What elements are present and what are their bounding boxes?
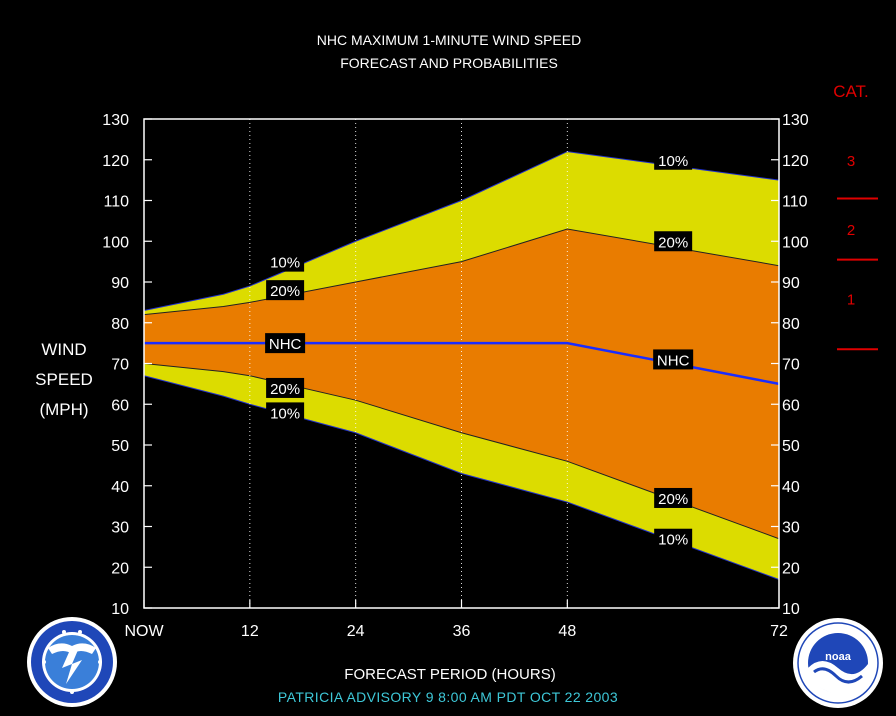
band-label-nhc: NHC [269,336,302,353]
plot-area [143,118,780,609]
y-tick-label-right: 80 [782,316,800,333]
y-tick-label-left: 90 [111,275,129,292]
band-label-10pct: 10% [270,255,300,272]
band-label-20pct: 20% [270,283,300,300]
y-axis-right: 10 20 30 40 50 60 70 80 90 100 110 120 130 [771,112,809,618]
band-label-box [266,402,305,423]
x-axis-label: FORECAST PERIOD (HOURS) [344,666,555,683]
y-tick-label-right: 20 [782,560,800,577]
band-label-20pct: 20% [658,491,688,508]
y-tick-label-left: 40 [111,479,129,496]
category-scale: 3 2 1 [837,153,878,351]
band-label-10pct: 10% [270,405,300,422]
lower-20-edge [143,363,780,540]
upper-20-edge [143,228,780,316]
x-tick-label: 72 [770,623,788,640]
y-tick-label-right: 100 [782,234,809,251]
svg-text:noaa: noaa [825,651,852,663]
advisory-line: PATRICIA ADVISORY 9 8:00 AM PDT OCT 22 2… [278,689,618,705]
y-tick-label-right: 40 [782,479,800,496]
y-tick-label-right: 50 [782,438,800,455]
y-tick-label-right: 120 [782,153,809,170]
category-2: 2 [847,222,855,239]
chart-title-line2: FORECAST AND PROBABILITIES [340,55,558,71]
lower-10-edge [143,375,780,580]
band-label-10pct: 10% [658,532,688,549]
vertical-gridlines [249,119,568,608]
y-tick-label-right: 30 [782,520,800,537]
y-axis-label-line3: (MPH) [39,400,88,419]
y-tick-label-left: 70 [111,357,129,374]
y-axis-label-line2: SPEED [35,370,93,389]
band-label-box [654,528,693,549]
chart-title-line1: NHC MAXIMUM 1-MINUTE WIND SPEED [317,32,581,48]
noaa-logo: noaa [793,618,883,708]
band-label-box [266,251,305,272]
y-tick-label-right: 130 [782,112,809,129]
y-tick-label-left: 20 [111,560,129,577]
y-tick-label-right: 90 [782,275,800,292]
band-label-box [266,280,305,301]
category-1: 1 [847,291,855,308]
y-axis-label-line1: WIND [41,340,86,359]
y-tick-label-left: 100 [102,234,129,251]
y-tick-label-right: 70 [782,357,800,374]
band-label-box [654,487,693,508]
band-label-10pct: 10% [658,153,688,170]
band-label-box [653,349,694,370]
band-labels: 10% 20% NHC 20% 10% 10% 20% NHC 20% 10% [265,149,694,549]
y-tick-label-right: 60 [782,397,800,414]
x-tick-label: NOW [124,623,164,640]
y-tick-label-left: 60 [111,397,129,414]
y-tick-label-left: 120 [102,153,129,170]
x-axis: NOW 12 24 36 48 72 [124,600,788,640]
y-tick-label-left: 130 [102,112,129,129]
y-tick-label-right: 110 [782,194,808,211]
x-tick-label: 48 [558,623,576,640]
y-tick-label-left: 30 [111,520,129,537]
y-tick-label-left: 50 [111,438,129,455]
band-label-box [654,231,693,252]
nws-logo [27,617,117,707]
band-label-box [265,333,306,354]
band-label-box [654,149,693,170]
category-title: CAT. [833,82,869,101]
nhc-forecast-line [144,341,780,386]
category-3: 3 [847,153,855,170]
x-tick-label: 24 [347,623,365,640]
y-tick-label-left: 110 [103,194,129,211]
band-label-box [266,377,305,398]
band-label-20pct: 20% [658,234,688,251]
y-tick-label-left: 10 [111,601,129,618]
y-tick-label-right: 10 [782,601,800,618]
x-tick-label: 12 [241,623,259,640]
band-label-nhc: NHC [657,352,690,369]
band-label-20pct: 20% [270,381,300,398]
y-tick-label-left: 80 [111,316,129,333]
y-axis-left: 10 20 30 40 50 60 70 80 90 100 110 120 130 [102,112,152,618]
x-tick-label: 36 [453,623,471,640]
